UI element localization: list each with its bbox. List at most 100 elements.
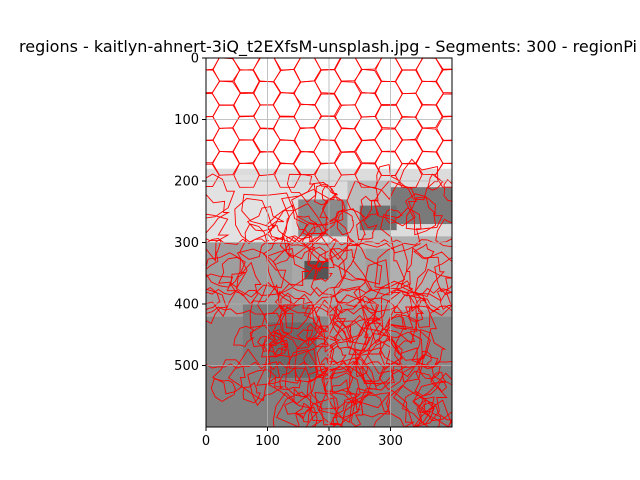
segment-boundary (355, 139, 383, 164)
segment-boundary (435, 68, 452, 94)
segment-boundary (218, 256, 247, 289)
segment-boundary (257, 281, 298, 327)
segment-boundary (413, 243, 435, 260)
segment-boundary (347, 317, 384, 356)
segment-boundary (242, 381, 261, 404)
segment-boundary (284, 349, 325, 399)
segment-boundary (266, 225, 284, 241)
x-tick-label: 300 (378, 434, 403, 449)
segment-boundary (332, 298, 382, 344)
segment-boundary (212, 359, 246, 395)
x-tick-label: 200 (317, 434, 342, 449)
y-tick-label: 400 (174, 298, 199, 313)
segment-boundary (310, 325, 342, 348)
segment-boundary (294, 337, 335, 383)
segment-boundary (384, 208, 403, 224)
x-axis: 0 100 200 300 (202, 427, 403, 449)
y-tick-label: 500 (174, 359, 199, 374)
y-tick-label: 0 (191, 52, 199, 67)
grid-lines (206, 58, 452, 427)
segment-boundary (305, 402, 340, 427)
segment-boundary (323, 355, 377, 419)
segment-boundary (380, 207, 422, 254)
segment-boundary (305, 323, 322, 341)
segment-boundary (386, 385, 432, 427)
segment-boundary (304, 303, 336, 331)
segment-boundary (329, 248, 356, 272)
image-region (390, 187, 452, 225)
segment-boundary (416, 399, 452, 427)
segment-boundary (249, 312, 289, 348)
segment-boundary (354, 163, 382, 188)
segment-boundary (172, 128, 199, 151)
y-tick-label: 200 (174, 175, 199, 190)
segment-boundary (319, 356, 341, 379)
segment-boundary (321, 361, 351, 393)
segment-boundary (338, 235, 383, 285)
segment-boundary (318, 372, 373, 424)
segment-boundary (418, 397, 437, 417)
segment-boundary (206, 139, 221, 164)
segment-boundary (256, 339, 306, 386)
segment-boundary (272, 115, 301, 141)
segment-boundary (434, 162, 452, 188)
segment-boundary (361, 280, 420, 345)
segment-boundary (314, 162, 342, 188)
segment-boundary (314, 362, 328, 379)
segment-boundary (346, 180, 379, 219)
segment-boundary (234, 198, 276, 243)
segment-boundary (238, 223, 270, 260)
segment-boundary (310, 248, 346, 297)
segment-boundary (296, 215, 318, 238)
segment-boundary (206, 213, 230, 263)
segment-boundary (230, 261, 262, 305)
segment-boundary (314, 184, 338, 206)
segment-boundary (274, 290, 292, 310)
segment-boundary (360, 392, 391, 418)
segment-boundary (212, 150, 240, 176)
y-tick-label: 300 (174, 236, 199, 251)
segment-boundary (210, 378, 236, 403)
plot-area (172, 58, 452, 427)
segment-boundary (336, 210, 354, 236)
segment-boundary (347, 347, 402, 391)
x-tick-label: 100 (255, 434, 280, 449)
segment-boundary (295, 402, 319, 423)
segment-boundary (286, 173, 317, 203)
segment-boundary (387, 315, 407, 331)
segment-boundary (334, 295, 379, 346)
segment-boundary (308, 359, 362, 426)
x-tick-label: 0 (202, 434, 210, 449)
segment-boundary (206, 163, 220, 188)
segment-boundary (427, 173, 444, 191)
segment-boundary (206, 286, 221, 311)
segment-boundary (284, 387, 314, 420)
segment-boundary (435, 93, 452, 117)
segment-boundary (227, 348, 281, 402)
segment-boundaries (172, 58, 452, 427)
segment-boundary (413, 399, 452, 427)
segment-boundary (272, 139, 302, 165)
segment-boundary (341, 387, 389, 427)
segment-boundary (173, 81, 198, 105)
segment-boundary (316, 320, 369, 375)
segment-boundary (436, 288, 452, 311)
segment-boundary (307, 232, 337, 270)
segment-boundary (367, 331, 423, 378)
segment-boundary (356, 219, 378, 241)
segment-boundary (295, 406, 318, 427)
segment-boundary (312, 296, 347, 342)
segment-boundary (272, 236, 330, 288)
segment-boundary (241, 192, 295, 228)
segment-boundary (414, 251, 452, 302)
segment-boundary (443, 179, 452, 202)
segment-boundary (374, 243, 411, 290)
segment-boundary (247, 369, 285, 407)
segment-boundary (274, 162, 301, 188)
segment-boundary (384, 294, 438, 361)
segment-boundary (303, 342, 334, 382)
segment-boundary (415, 104, 443, 129)
segment-boundary (354, 58, 383, 70)
y-tick-label: 100 (174, 113, 199, 128)
